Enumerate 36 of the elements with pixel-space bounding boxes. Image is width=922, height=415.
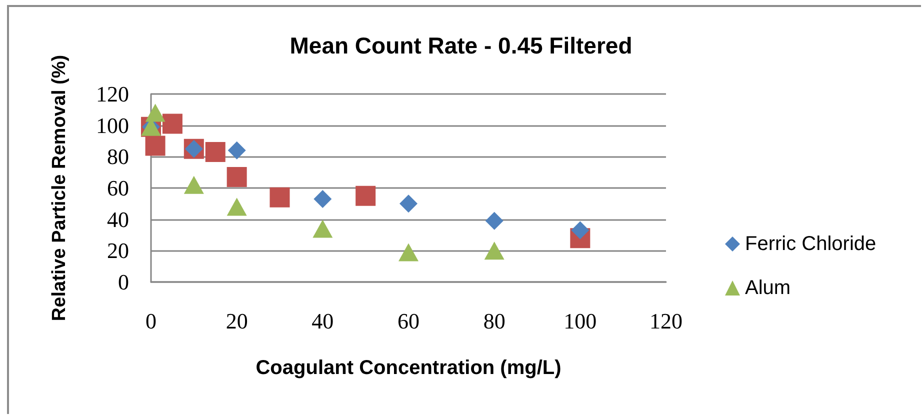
y-tick-label: 60 (107, 176, 129, 200)
x-tick-label: 60 (398, 308, 420, 334)
y-tick-label: 40 (107, 206, 129, 232)
y-tick-label: 100 (96, 112, 129, 138)
x-axis-title: Coagulant Concentration (mg/L) (256, 357, 562, 379)
point (270, 187, 290, 208)
x-tick-label: 120 (650, 308, 682, 334)
legend-label: Alum (745, 277, 791, 299)
point (145, 136, 166, 156)
x-tick-label: 100 (564, 308, 597, 334)
x-tick-label: 20 (226, 308, 248, 334)
x-tick-label: 80 (483, 308, 506, 334)
point (145, 104, 166, 122)
y-tick-label: 20 (107, 238, 129, 264)
legend-label: Ferric Chloride (745, 233, 876, 255)
point (484, 242, 504, 260)
point (356, 186, 376, 206)
point (571, 221, 590, 240)
point (226, 198, 247, 216)
point (226, 167, 247, 188)
point (400, 194, 418, 213)
x-tick-label: 40 (312, 308, 334, 334)
y-tick-label: 80 (107, 144, 129, 170)
point (184, 176, 204, 194)
y-axis-title: Relative Particle Removal (%) (49, 54, 70, 322)
point (314, 190, 332, 208)
point (398, 243, 418, 262)
point (485, 212, 504, 230)
x-tick-label: 0 (146, 308, 156, 334)
point (228, 141, 246, 160)
y-tick-label: 120 (96, 82, 129, 106)
point (162, 114, 182, 134)
point (312, 220, 333, 238)
point (205, 142, 226, 162)
y-tick-label: 0 (118, 270, 129, 294)
chart-title: Mean Count Rate - 0.45 Filtered (290, 32, 632, 58)
